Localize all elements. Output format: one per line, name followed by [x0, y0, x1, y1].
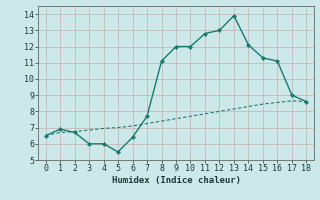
- X-axis label: Humidex (Indice chaleur): Humidex (Indice chaleur): [111, 176, 241, 185]
